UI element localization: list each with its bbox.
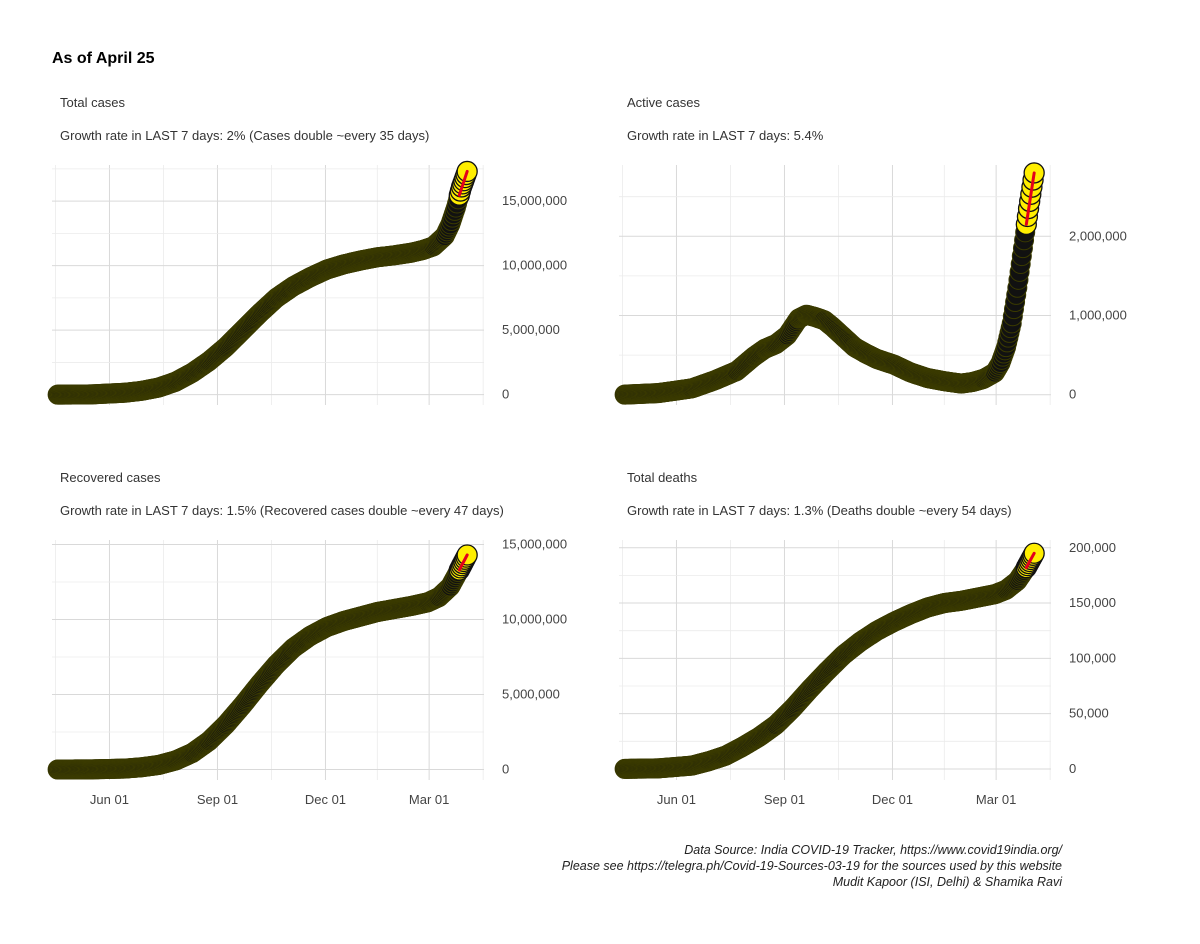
x-tick-label: Jun 01	[90, 792, 129, 807]
panel-title-total-deaths: Total deaths	[627, 470, 698, 485]
y-tick-label: 0	[502, 387, 509, 402]
y-tick-label: 5,000,000	[502, 687, 560, 702]
x-tick-label: Sep 01	[764, 792, 805, 807]
y-tick-label: 2,000,000	[1069, 228, 1127, 243]
y-tick-label: 10,000,000	[502, 612, 567, 627]
panel-title-recovered-cases: Recovered cases	[60, 470, 161, 485]
panel-subtitle-total-deaths: Growth rate in LAST 7 days: 1.3% (Deaths…	[627, 503, 1012, 518]
panel-title-total-cases: Total cases	[60, 95, 126, 110]
y-tick-label: 0	[502, 762, 509, 777]
y-tick-label: 10,000,000	[502, 258, 567, 273]
y-tick-label: 200,000	[1069, 540, 1116, 555]
y-tick-label: 15,000,000	[502, 537, 567, 552]
last-7-days-trend-line	[457, 553, 469, 572]
chart-active-cases: 0 1,000,000 2,000,000	[614, 162, 1127, 405]
panel-subtitle-active-cases: Growth rate in LAST 7 days: 5.4%	[627, 128, 824, 143]
chart-total-deaths: 0 50,000 100,000 150,000 200,000 Jun 01 Sep 01…	[614, 540, 1116, 807]
last-7-days-trend-line	[457, 169, 469, 197]
data-source-caption: Data Source: India COVID-19 Tracker, htt…	[562, 842, 1062, 890]
panel-subtitle-recovered-cases: Growth rate in LAST 7 days: 1.5% (Recove…	[60, 503, 504, 518]
y-tick-label: 0	[1069, 387, 1076, 402]
caption-source-line: Data Source: India COVID-19 Tracker, htt…	[684, 843, 1062, 857]
chart-recovered-cases: 0 5,000,000 10,000,000 15,000,000 Jun 01 Sep …	[47, 537, 567, 807]
gridlines	[619, 165, 1051, 405]
data-points	[47, 160, 478, 405]
last-7-days-trend-line	[1024, 551, 1036, 570]
x-tick-label: Sep 01	[197, 792, 238, 807]
x-tick-label: Dec 01	[305, 792, 346, 807]
last-7-days-trend-line	[1024, 171, 1036, 226]
y-tick-label: 150,000	[1069, 595, 1116, 610]
y-tick-label: 100,000	[1069, 650, 1116, 665]
x-tick-label: Mar 01	[409, 792, 449, 807]
page-title: As of April 25	[52, 50, 155, 67]
chart-total-cases: 0 5,000,000 10,000,000 15,000,000	[47, 160, 567, 405]
x-tick-label: Dec 01	[872, 792, 913, 807]
x-tick-label: Mar 01	[976, 792, 1016, 807]
data-points	[47, 544, 478, 780]
y-tick-label: 5,000,000	[502, 322, 560, 337]
y-tick-label: 15,000,000	[502, 193, 567, 208]
x-tick-label: Jun 01	[657, 792, 696, 807]
gridlines	[619, 540, 1051, 780]
data-points	[614, 542, 1045, 779]
panel-subtitle-total-cases: Growth rate in LAST 7 days: 2% (Cases do…	[60, 128, 430, 143]
caption-authors-line: Mudit Kapoor (ISI, Delhi) & Shamika Ravi	[832, 875, 1062, 889]
panel-title-active-cases: Active cases	[627, 95, 700, 110]
data-points	[614, 162, 1045, 405]
caption-sources-link-line: Please see https://telegra.ph/Covid-19-S…	[561, 859, 1062, 873]
y-tick-label: 50,000	[1069, 706, 1109, 721]
y-tick-label: 1,000,000	[1069, 307, 1127, 322]
y-tick-label: 0	[1069, 761, 1076, 776]
gridlines	[52, 165, 484, 405]
gridlines	[52, 540, 484, 780]
